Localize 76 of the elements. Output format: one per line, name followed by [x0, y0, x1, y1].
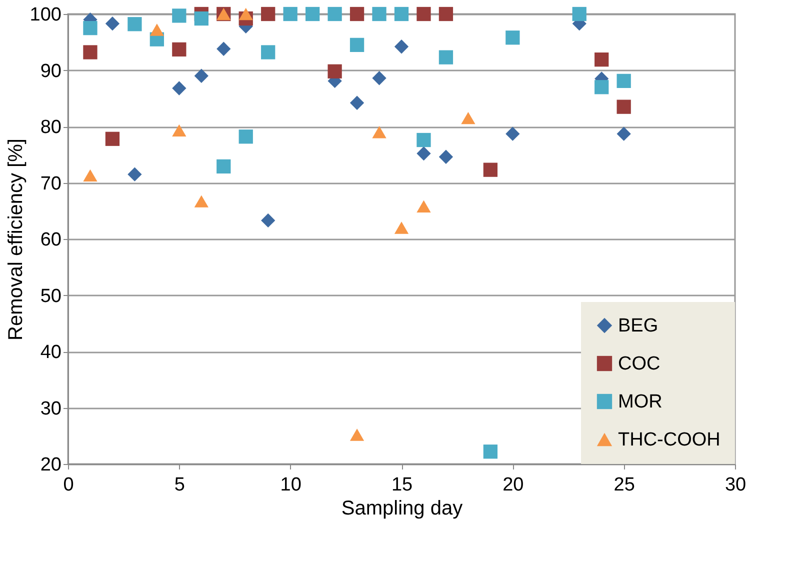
point: [105, 132, 120, 146]
point: [238, 130, 253, 144]
x-tick-label: 15: [391, 474, 413, 496]
x-tick-label: 10: [280, 474, 302, 496]
point: [506, 30, 520, 45]
legend-label: MOR: [618, 392, 662, 412]
y-tick-label: 90: [40, 60, 62, 82]
x-tick-label: 25: [614, 474, 635, 496]
point: [394, 222, 409, 234]
point: [350, 428, 364, 441]
point: [261, 6, 276, 22]
point: [261, 213, 276, 228]
point: [438, 150, 454, 164]
legend-label: COC: [618, 354, 660, 374]
point: [416, 132, 431, 148]
x-axis-title: Sampling day: [341, 498, 463, 520]
point: [594, 80, 609, 94]
y-tick-label: 40: [40, 342, 62, 363]
point: [572, 6, 586, 22]
point: [616, 126, 631, 141]
point: [438, 50, 454, 64]
point: [283, 6, 298, 22]
point: [372, 126, 386, 138]
x-tick-label: 0: [63, 474, 74, 496]
point: [216, 159, 231, 174]
point: [483, 444, 498, 459]
point: [83, 20, 98, 36]
point: [194, 68, 208, 83]
point: [172, 8, 186, 23]
y-tick-label: 70: [40, 173, 62, 194]
point: [261, 45, 276, 60]
point: [128, 17, 142, 32]
point: [438, 6, 454, 22]
point: [150, 24, 164, 36]
point: [350, 6, 364, 22]
point: [616, 100, 631, 114]
point: [238, 8, 253, 20]
y-tick-label: 30: [40, 398, 62, 420]
point: [372, 71, 386, 86]
point: [416, 6, 431, 22]
point: [483, 162, 498, 177]
point: [616, 74, 631, 88]
point: [350, 38, 364, 52]
point: [305, 6, 320, 22]
legend-label: THC-COOH: [618, 430, 720, 450]
point: [128, 167, 142, 182]
point: [172, 42, 186, 57]
point: [372, 6, 386, 22]
point: [594, 52, 609, 67]
point: [83, 45, 98, 60]
point: [83, 169, 98, 182]
x-tick-label: 20: [502, 474, 524, 496]
point: [328, 64, 342, 78]
point: [350, 96, 364, 110]
point: [394, 40, 409, 54]
y-tick-label: 50: [40, 286, 62, 307]
point: [416, 146, 431, 161]
point: [172, 81, 186, 96]
point: [216, 42, 231, 56]
y-tick-label: 80: [40, 117, 62, 138]
y-tick-label: 60: [40, 230, 62, 250]
y-tick-label: 20: [40, 454, 62, 476]
x-tick-label: 30: [724, 474, 746, 496]
point: [394, 6, 409, 22]
point: [506, 126, 520, 141]
point: [328, 6, 342, 22]
y-axis-title: Removal efficiency [%]: [4, 138, 27, 340]
point: [194, 195, 208, 208]
x-tick-label: 5: [174, 474, 185, 496]
point: [416, 200, 431, 212]
y-tick-label: 100: [30, 4, 62, 26]
point: [461, 112, 476, 124]
legend-label: BEG: [618, 316, 658, 336]
point: [194, 11, 208, 26]
point: [172, 124, 186, 137]
point: [105, 16, 120, 31]
